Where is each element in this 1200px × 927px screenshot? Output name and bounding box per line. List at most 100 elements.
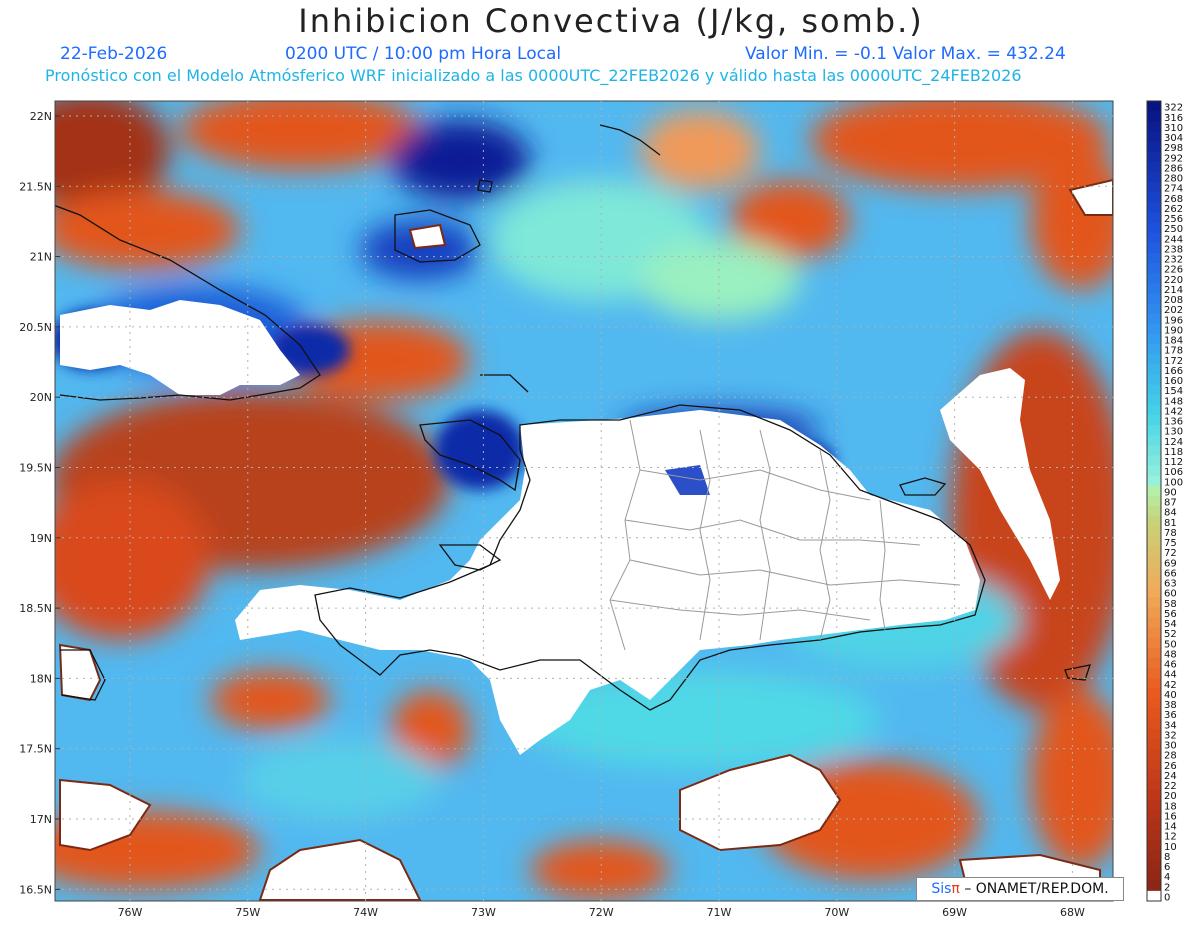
- colorbar-label: 196: [1164, 315, 1183, 326]
- lon-tick-label: 69W: [942, 906, 967, 919]
- colorbar-label: 316: [1164, 113, 1183, 124]
- min-max-values: Valor Min. = -0.1 Valor Max. = 432.24: [745, 44, 1066, 64]
- colorbar-swatch: [1147, 556, 1161, 568]
- colorbar-label: 268: [1164, 194, 1183, 205]
- lon-axis: 76W 75W 74W 73W 72W 71W 70W 69W 68W: [118, 906, 1085, 919]
- colorbar-swatch: [1147, 435, 1161, 446]
- colorbar-label: 214: [1164, 285, 1183, 296]
- colorbar-label: 58: [1164, 599, 1177, 610]
- colorbar-swatch: [1147, 759, 1161, 770]
- colorbar-label: 10: [1164, 842, 1177, 853]
- colorbar-swatch: [1147, 333, 1161, 345]
- lon-tick-label: 76W: [118, 906, 143, 919]
- colorbar-swatch: [1147, 101, 1161, 112]
- colorbar-swatch: [1147, 819, 1161, 831]
- colorbar-swatch: [1147, 830, 1161, 841]
- colorbar-label: 208: [1164, 295, 1183, 306]
- colorbar-label: 226: [1164, 265, 1183, 276]
- pi-symbol: π: [951, 881, 960, 897]
- colorbar-label: 90: [1164, 487, 1177, 498]
- colorbar-swatch: [1147, 445, 1161, 456]
- colorbar-swatch: [1147, 384, 1161, 396]
- forecast-note: Pronóstico con el Modelo Atmósferico WRF…: [45, 66, 1022, 85]
- colorbar-label: 87: [1164, 498, 1177, 509]
- lat-axis: 22N 21.5N 21N 20.5N 20N 19.5N 19N 18.5N 18N 17.5N…: [19, 110, 52, 896]
- colorbar-label: 286: [1164, 163, 1183, 174]
- colorbar-swatch: [1147, 192, 1161, 203]
- colorbar-label: 112: [1164, 457, 1183, 468]
- colorbar-label: 46: [1164, 660, 1177, 671]
- colorbar-swatch: [1147, 425, 1161, 436]
- colorbar-swatch: [1147, 647, 1161, 659]
- colorbar-swatch: [1147, 374, 1161, 386]
- colorbar-swatch: [1147, 627, 1161, 639]
- forecast-date: 22-Feb-2026: [60, 44, 168, 64]
- colorbar-swatch: [1147, 131, 1161, 143]
- colorbar-swatch: [1147, 890, 1161, 902]
- colorbar-label: 38: [1164, 700, 1177, 711]
- colorbar-label: 190: [1164, 325, 1183, 336]
- colorbar-swatch: [1147, 587, 1161, 598]
- lon-tick-label: 75W: [235, 906, 260, 919]
- colorbar-swatch: [1147, 617, 1161, 629]
- lat-tick-label: 17N: [30, 813, 52, 826]
- colorbar-swatch: [1147, 516, 1161, 527]
- lon-tick-label: 74W: [353, 906, 378, 919]
- colorbar-swatch: [1147, 232, 1161, 244]
- colorbar-label: 84: [1164, 508, 1177, 519]
- colorbar-label: 100: [1164, 477, 1183, 488]
- colorbar-label: 292: [1164, 153, 1183, 164]
- colorbar-label: 63: [1164, 579, 1177, 590]
- colorbar-swatch: [1147, 668, 1161, 679]
- colorbar-label: 202: [1164, 305, 1183, 316]
- colorbar-swatch: [1147, 273, 1161, 284]
- province-lines: [609, 419, 961, 651]
- colorbar-label: 48: [1164, 649, 1177, 660]
- colorbar-swatch: [1147, 475, 1161, 487]
- colorbar-swatch: [1147, 708, 1161, 720]
- colorbar-swatch: [1147, 566, 1161, 578]
- colorbar-label: 50: [1164, 639, 1177, 650]
- colorbar-swatch: [1147, 749, 1161, 760]
- colorbar-label: 166: [1164, 366, 1183, 377]
- colorbar-label: 36: [1164, 710, 1177, 721]
- colorbar-swatch: [1147, 455, 1161, 467]
- colorbar-swatch: [1147, 840, 1161, 851]
- credit-box: Sisπ – ONAMET/REP.DOM.: [916, 877, 1124, 901]
- colorbar-swatch: [1147, 161, 1161, 173]
- map-frame: [54, 100, 1114, 902]
- lat-tick-label: 21.5N: [19, 180, 52, 193]
- lat-tick-label: 17.5N: [19, 743, 52, 756]
- colorbar-label: 172: [1164, 356, 1183, 367]
- colorbar-swatch: [1147, 303, 1161, 315]
- colorbar-swatch: [1147, 263, 1161, 274]
- colorbar-label: 6: [1164, 862, 1170, 873]
- colorbar-swatch: [1147, 880, 1161, 892]
- colorbar-label: 310: [1164, 123, 1183, 134]
- colorbar-swatch: [1147, 495, 1161, 507]
- colorbar-label: 30: [1164, 741, 1177, 752]
- colorbar-label: 106: [1164, 467, 1183, 478]
- colorbar-label: 20: [1164, 791, 1177, 802]
- lat-tick-label: 16.5N: [19, 883, 52, 896]
- colorbar-swatch: [1147, 607, 1161, 618]
- lon-tick-label: 72W: [589, 906, 614, 919]
- colorbar-swatch: [1147, 860, 1161, 872]
- blank-regions: [58, 178, 1113, 901]
- colorbar-label: 81: [1164, 518, 1177, 529]
- colorbar-label: 2: [1164, 882, 1170, 893]
- colorbar-swatch: [1147, 779, 1161, 791]
- colorbar-swatch: [1147, 313, 1161, 325]
- colorbar-swatch: [1147, 121, 1161, 132]
- colorbar-label: 42: [1164, 680, 1177, 691]
- colorbar-swatch: [1147, 293, 1161, 305]
- colorbar-label: 256: [1164, 214, 1183, 225]
- graticule: [55, 101, 1113, 901]
- colorbar-label: 136: [1164, 417, 1183, 428]
- colorbar-swatch: [1147, 354, 1161, 365]
- colorbar-swatch: [1147, 536, 1161, 548]
- lat-tick-label: 21N: [30, 251, 52, 264]
- colorbar-swatch: [1147, 698, 1161, 710]
- colorbar-label: 0: [1164, 893, 1170, 904]
- colorbar-swatch: [1147, 850, 1161, 861]
